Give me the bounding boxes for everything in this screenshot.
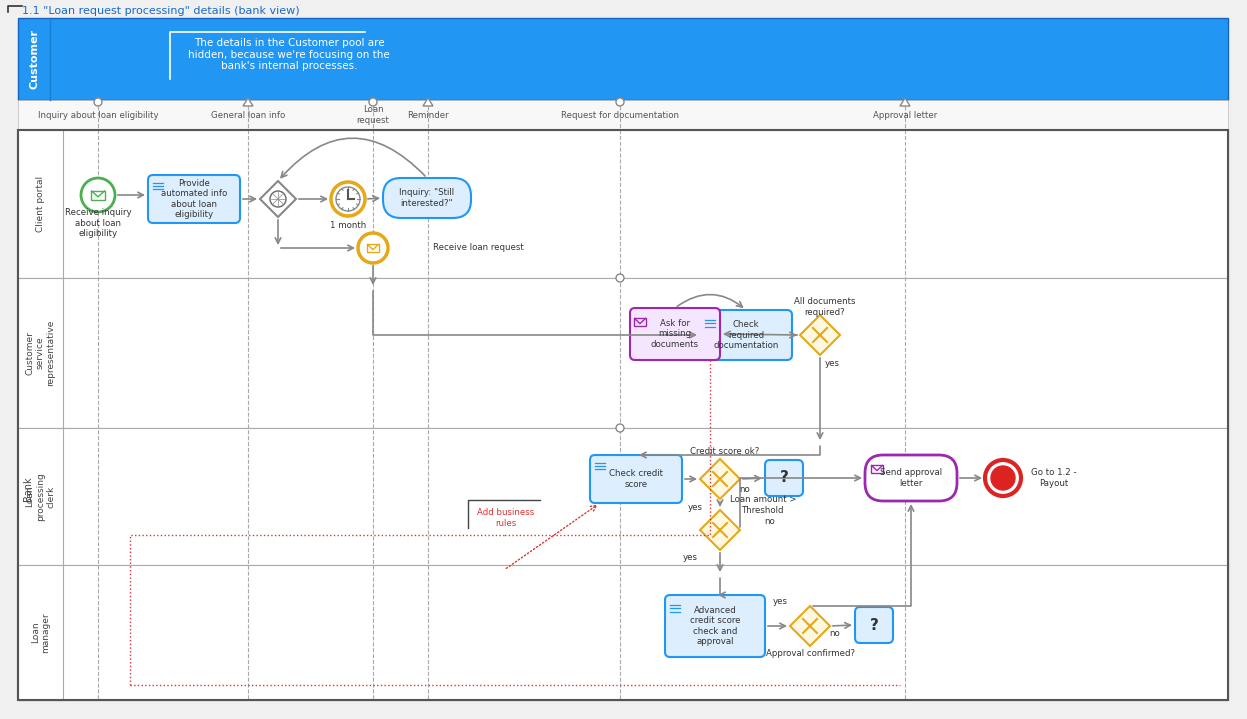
Text: Customer
service
representative: Customer service representative	[26, 320, 55, 386]
Polygon shape	[243, 98, 253, 106]
Polygon shape	[801, 315, 840, 355]
Text: Loan
manager: Loan manager	[31, 612, 50, 653]
Text: Provide
automated info
about loan
eligibility: Provide automated info about loan eligib…	[161, 179, 227, 219]
Text: Approval letter: Approval letter	[873, 111, 938, 119]
Text: Receive inquiry
about loan
eligibility: Receive inquiry about loan eligibility	[65, 208, 131, 238]
Text: Customer: Customer	[29, 29, 39, 89]
Text: Bank: Bank	[22, 477, 32, 501]
Text: Go to 1.2 -
Payout: Go to 1.2 - Payout	[1031, 468, 1076, 487]
FancyBboxPatch shape	[17, 278, 1228, 428]
Text: Approval confirmed?: Approval confirmed?	[766, 649, 854, 659]
Polygon shape	[791, 606, 831, 646]
FancyBboxPatch shape	[855, 607, 893, 643]
Circle shape	[94, 98, 102, 106]
Text: yes: yes	[682, 554, 697, 562]
Text: Inquiry about loan eligibility: Inquiry about loan eligibility	[37, 111, 158, 119]
FancyBboxPatch shape	[17, 18, 1228, 100]
Text: Advanced
credit score
check and
approval: Advanced credit score check and approval	[690, 606, 741, 646]
Circle shape	[335, 187, 360, 211]
Circle shape	[616, 274, 624, 282]
Text: yes: yes	[687, 503, 702, 511]
Text: Send approval
letter: Send approval letter	[880, 468, 941, 487]
Circle shape	[271, 191, 286, 207]
Text: ?: ?	[869, 618, 878, 633]
FancyBboxPatch shape	[700, 310, 792, 360]
Text: yes: yes	[826, 359, 840, 367]
FancyBboxPatch shape	[17, 428, 64, 565]
Polygon shape	[261, 181, 296, 217]
Circle shape	[330, 182, 365, 216]
FancyBboxPatch shape	[665, 595, 764, 657]
FancyBboxPatch shape	[17, 565, 1228, 700]
Text: General loan info: General loan info	[211, 111, 286, 119]
Circle shape	[991, 466, 1015, 490]
Text: Check credit
score: Check credit score	[609, 470, 663, 489]
Polygon shape	[423, 98, 433, 106]
Text: Request for documentation: Request for documentation	[561, 111, 680, 119]
FancyBboxPatch shape	[764, 460, 803, 496]
Text: Client portal: Client portal	[36, 176, 45, 232]
Circle shape	[358, 233, 388, 263]
Circle shape	[616, 424, 624, 432]
Polygon shape	[900, 98, 910, 106]
Polygon shape	[91, 191, 105, 199]
Circle shape	[81, 178, 115, 212]
Polygon shape	[633, 318, 646, 326]
FancyBboxPatch shape	[383, 178, 471, 218]
Circle shape	[369, 98, 377, 106]
Polygon shape	[700, 510, 739, 550]
FancyBboxPatch shape	[17, 100, 1228, 130]
FancyBboxPatch shape	[17, 130, 1228, 700]
Text: yes: yes	[772, 597, 788, 605]
FancyBboxPatch shape	[590, 455, 682, 503]
Text: no: no	[739, 485, 751, 493]
Text: Loan
processing
clerk: Loan processing clerk	[26, 472, 55, 521]
Text: Add business
rules: Add business rules	[478, 508, 535, 528]
Text: Ask for
missing
documents: Ask for missing documents	[651, 319, 700, 349]
FancyBboxPatch shape	[17, 278, 64, 428]
FancyBboxPatch shape	[17, 428, 1228, 565]
Text: ?: ?	[779, 470, 788, 485]
FancyBboxPatch shape	[630, 308, 720, 360]
FancyBboxPatch shape	[17, 130, 1228, 278]
Text: Receive loan request: Receive loan request	[433, 244, 524, 252]
Text: Inquiry: "Still
interested?": Inquiry: "Still interested?"	[399, 188, 455, 208]
Circle shape	[616, 98, 624, 106]
Text: Loan
request: Loan request	[357, 105, 389, 124]
Text: no: no	[764, 518, 776, 526]
Polygon shape	[870, 465, 883, 473]
Text: Reminder: Reminder	[408, 111, 449, 119]
FancyBboxPatch shape	[17, 130, 64, 278]
Polygon shape	[700, 459, 739, 499]
Text: no: no	[829, 630, 840, 638]
Text: All documents
required?: All documents required?	[794, 297, 855, 316]
Circle shape	[985, 460, 1021, 496]
FancyBboxPatch shape	[148, 175, 239, 223]
Text: Check
required
documentation: Check required documentation	[713, 320, 778, 350]
Text: The details in the Customer pool are
hidden, because we're focusing on the
bank': The details in the Customer pool are hid…	[188, 38, 390, 71]
Text: 1.1 "Loan request processing" details (bank view): 1.1 "Loan request processing" details (b…	[22, 6, 299, 16]
Polygon shape	[367, 244, 379, 252]
Text: 1 month: 1 month	[330, 221, 367, 231]
Text: Credit score ok?: Credit score ok?	[691, 446, 759, 456]
Text: Loan amount >
Threshold: Loan amount > Threshold	[729, 495, 797, 515]
FancyBboxPatch shape	[17, 565, 64, 700]
FancyBboxPatch shape	[865, 455, 956, 501]
